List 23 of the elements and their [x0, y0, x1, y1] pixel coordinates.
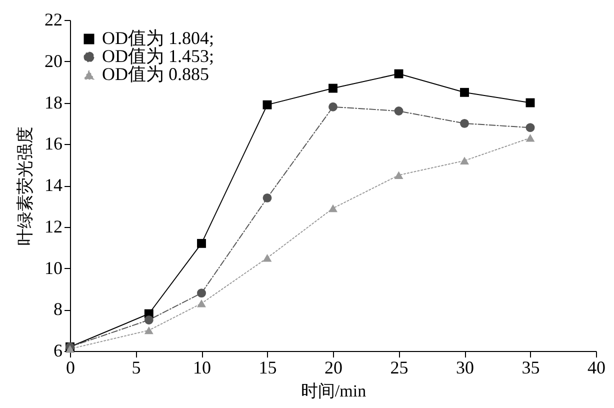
x-tick-label: 25	[390, 358, 408, 378]
y-tick-label: 6	[54, 340, 62, 360]
y-tick-label: 20	[44, 50, 62, 71]
x-tick-label: 10	[193, 358, 211, 378]
legend-label: OD值为 1.453;	[102, 46, 214, 66]
x-axis-title: 时间/min	[300, 382, 367, 400]
x-tick-label: 15	[258, 358, 277, 378]
x-tick-label: 0	[66, 358, 75, 378]
x-tick-label: 30	[456, 358, 474, 378]
x-tick-label: 35	[522, 358, 540, 378]
legend-label: OD值为 0.885	[102, 64, 209, 84]
y-tick-label: 12	[44, 216, 62, 236]
y-tick-label: 8	[54, 299, 62, 320]
y-tick-label: 16	[44, 134, 62, 154]
legend-label: OD值为 1.804;	[102, 28, 214, 48]
x-tick-label: 40	[588, 358, 606, 378]
y-tick-label: 14	[44, 175, 62, 195]
x-tick-label: 5	[132, 358, 141, 378]
x-tick-label: 20	[324, 358, 342, 378]
y-tick-label: 22	[44, 10, 62, 30]
y-axis-title: 叶绿素荧光强度	[16, 126, 34, 246]
y-tick-label: 18	[44, 92, 62, 112]
y-tick-label: 10	[44, 258, 62, 278]
